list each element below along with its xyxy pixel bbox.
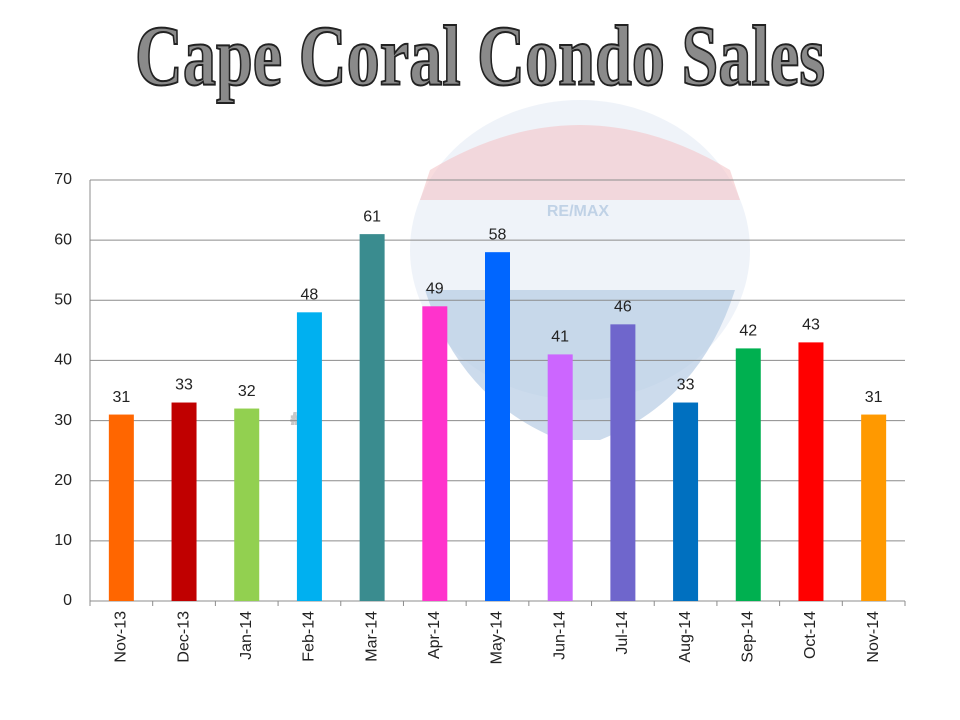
value-label: 48 xyxy=(301,287,319,304)
bar xyxy=(171,402,197,601)
bar xyxy=(547,354,573,601)
bar xyxy=(798,342,824,601)
bar xyxy=(735,348,761,601)
value-label: 33 xyxy=(677,377,695,394)
x-tick-label: Jul-14 xyxy=(614,611,631,655)
balloon-top-decoration xyxy=(420,125,740,200)
value-label: 33 xyxy=(175,377,193,394)
watermark-logo: RE/MAX xyxy=(547,203,610,220)
value-label: 58 xyxy=(489,226,507,243)
y-tick-label: 40 xyxy=(54,352,72,369)
x-tick-label: Sep-14 xyxy=(739,611,756,663)
value-label: 42 xyxy=(739,323,757,340)
y-tick-label: 70 xyxy=(54,171,72,188)
bar xyxy=(296,312,322,601)
x-tick-label: Apr-14 xyxy=(426,611,443,659)
value-label: 43 xyxy=(802,317,820,334)
x-tick-label: Jan-14 xyxy=(238,611,255,660)
bar xyxy=(359,234,385,601)
x-tick-label: Aug-14 xyxy=(677,611,694,663)
x-tick-label: May-14 xyxy=(489,611,506,664)
x-tick-label: Jun-14 xyxy=(551,611,568,660)
y-tick-label: 10 xyxy=(54,532,72,549)
x-tick-label: Mar-14 xyxy=(363,611,380,662)
bar xyxy=(422,306,448,601)
value-label: 61 xyxy=(363,208,381,225)
value-label: 31 xyxy=(112,389,130,406)
bar xyxy=(610,324,636,601)
bar xyxy=(673,402,699,601)
x-tick-label: Nov-13 xyxy=(113,611,130,663)
chart-title: Cape Coral Condo Sales xyxy=(135,8,825,104)
value-label: 49 xyxy=(426,281,444,298)
y-tick-label: 50 xyxy=(54,292,72,309)
bar xyxy=(234,408,260,601)
x-tick-label: Oct-14 xyxy=(802,611,819,659)
value-label: 46 xyxy=(614,299,632,316)
value-label: 41 xyxy=(551,329,569,346)
bar xyxy=(108,414,134,601)
x-tick-label: Dec-13 xyxy=(175,611,192,663)
y-tick-label: 60 xyxy=(54,231,72,248)
x-tick-label: Nov-14 xyxy=(865,611,882,663)
value-label: 31 xyxy=(865,389,883,406)
value-label: 32 xyxy=(238,383,256,400)
y-tick-label: 0 xyxy=(63,592,72,609)
y-tick-label: 20 xyxy=(54,472,72,489)
y-tick-label: 30 xyxy=(54,412,72,429)
x-tick-label: Feb-14 xyxy=(301,611,318,662)
bar xyxy=(861,414,887,601)
bar xyxy=(485,252,510,601)
